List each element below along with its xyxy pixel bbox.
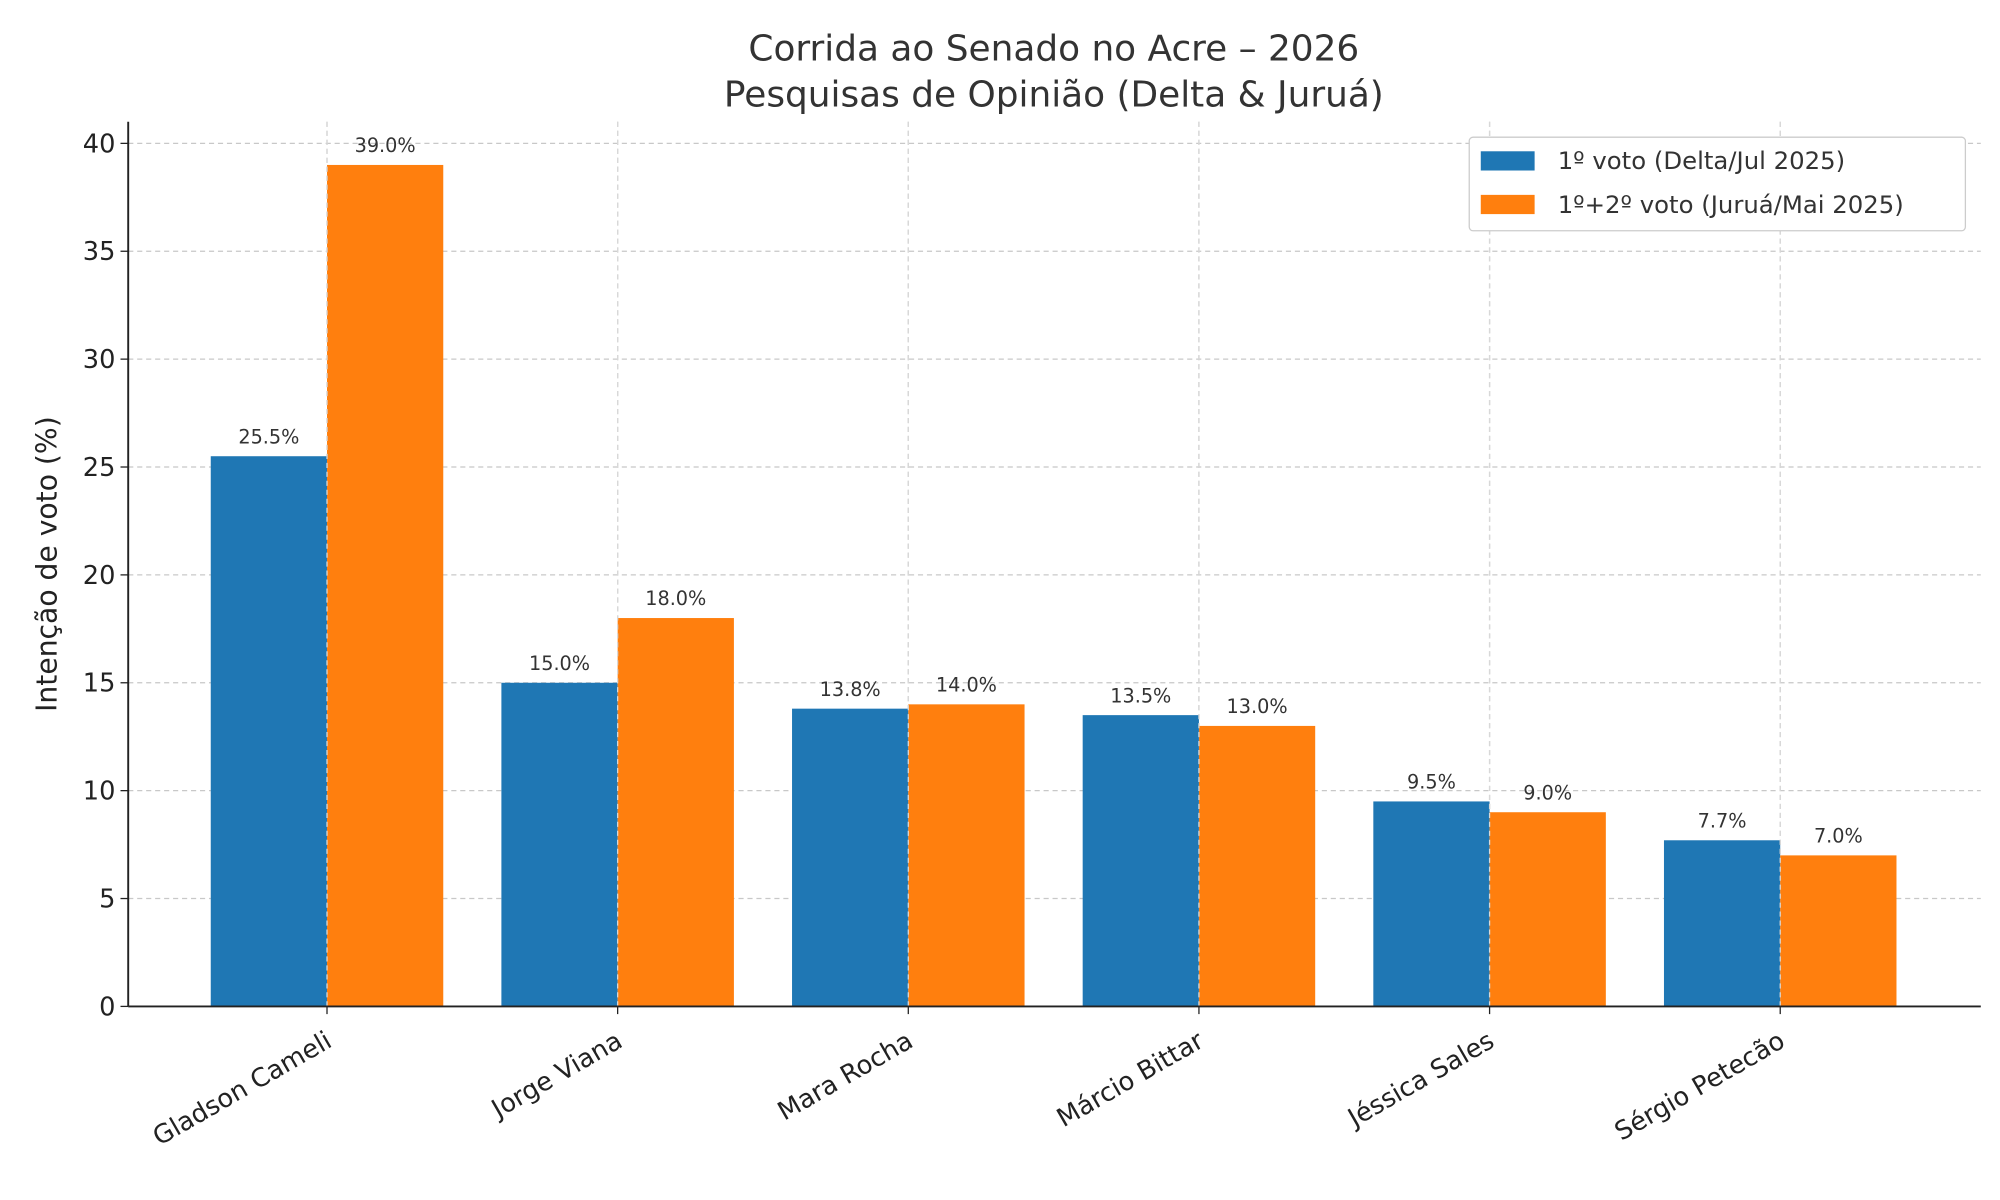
- bar-first-vote: [501, 682, 618, 1007]
- x-tick-label: Mara Rocha: [773, 1026, 918, 1127]
- data-label: 15.0%: [529, 652, 590, 675]
- y-tick-label: 5: [99, 885, 115, 915]
- data-label: 25.5%: [238, 425, 299, 448]
- legend: 1º voto (Delta/Jul 2025) 1º+2º voto (Juru…: [1468, 136, 1967, 232]
- y-tick-label: 25: [83, 453, 116, 483]
- bar-first-vote: [1082, 715, 1199, 1007]
- legend-swatch: [1480, 194, 1535, 215]
- y-tick-label: 0: [99, 992, 115, 1022]
- y-tick-label: 10: [83, 777, 116, 807]
- x-tick-label: Gladson Cameli: [148, 1026, 337, 1152]
- bar-first-vote: [210, 456, 328, 1007]
- legend-swatch: [1480, 151, 1535, 171]
- bar-first-second-vote: [327, 164, 444, 1007]
- bar-first-vote: [792, 708, 909, 1007]
- data-label: 13.5%: [1110, 684, 1171, 707]
- bar-first-second-vote: [1198, 725, 1316, 1007]
- y-tick-label: 15: [83, 669, 116, 699]
- chart-title: Corrida ao Senado no Acre – 2026: [748, 28, 1359, 69]
- data-label: 13.0%: [1227, 695, 1288, 718]
- bar-first-second-vote: [908, 704, 1025, 1007]
- data-label: 7.0%: [1814, 825, 1863, 848]
- y-tick-label: 20: [83, 561, 116, 591]
- data-label: 39.0%: [355, 134, 416, 157]
- data-label: 18.0%: [645, 587, 706, 610]
- bar-first-vote: [1373, 801, 1490, 1007]
- bar-first-second-vote: [1489, 812, 1606, 1007]
- chart-subtitle: Pesquisas de Opinião (Delta & Juruá): [724, 74, 1384, 115]
- data-label: 7.7%: [1698, 809, 1747, 832]
- y-tick-label: 35: [83, 237, 116, 267]
- y-tick-label: 30: [83, 345, 116, 375]
- y-tick-label: 40: [83, 129, 116, 159]
- data-label: 14.0%: [936, 674, 997, 697]
- x-tick-label: Jorge Viana: [485, 1026, 628, 1126]
- y-axis-label: Intenção de voto (%): [30, 416, 63, 712]
- x-tick-label: Jéssica Sales: [1341, 1026, 1499, 1135]
- data-label: 9.0%: [1523, 781, 1572, 804]
- bar-first-second-vote: [1780, 855, 1897, 1007]
- bar-first-second-vote: [617, 618, 734, 1007]
- legend-label: 1º voto (Delta/Jul 2025): [1558, 146, 1845, 175]
- data-label: 13.8%: [820, 678, 881, 701]
- bar-first-vote: [1663, 840, 1781, 1007]
- x-tick-label: Sérgio Petecão: [1610, 1026, 1790, 1147]
- legend-label: 1º+2º voto (Juruá/Mai 2025): [1558, 190, 1904, 219]
- legend-box: [1468, 136, 1967, 232]
- bars: 25.5% 15.0% 13.8% 13.5% 9.5% 7.7% 39.0% 18.0% 14…: [210, 121, 1897, 1007]
- x-tick-label: Márcio Bittar: [1052, 1026, 1209, 1134]
- data-label: 9.5%: [1407, 771, 1456, 794]
